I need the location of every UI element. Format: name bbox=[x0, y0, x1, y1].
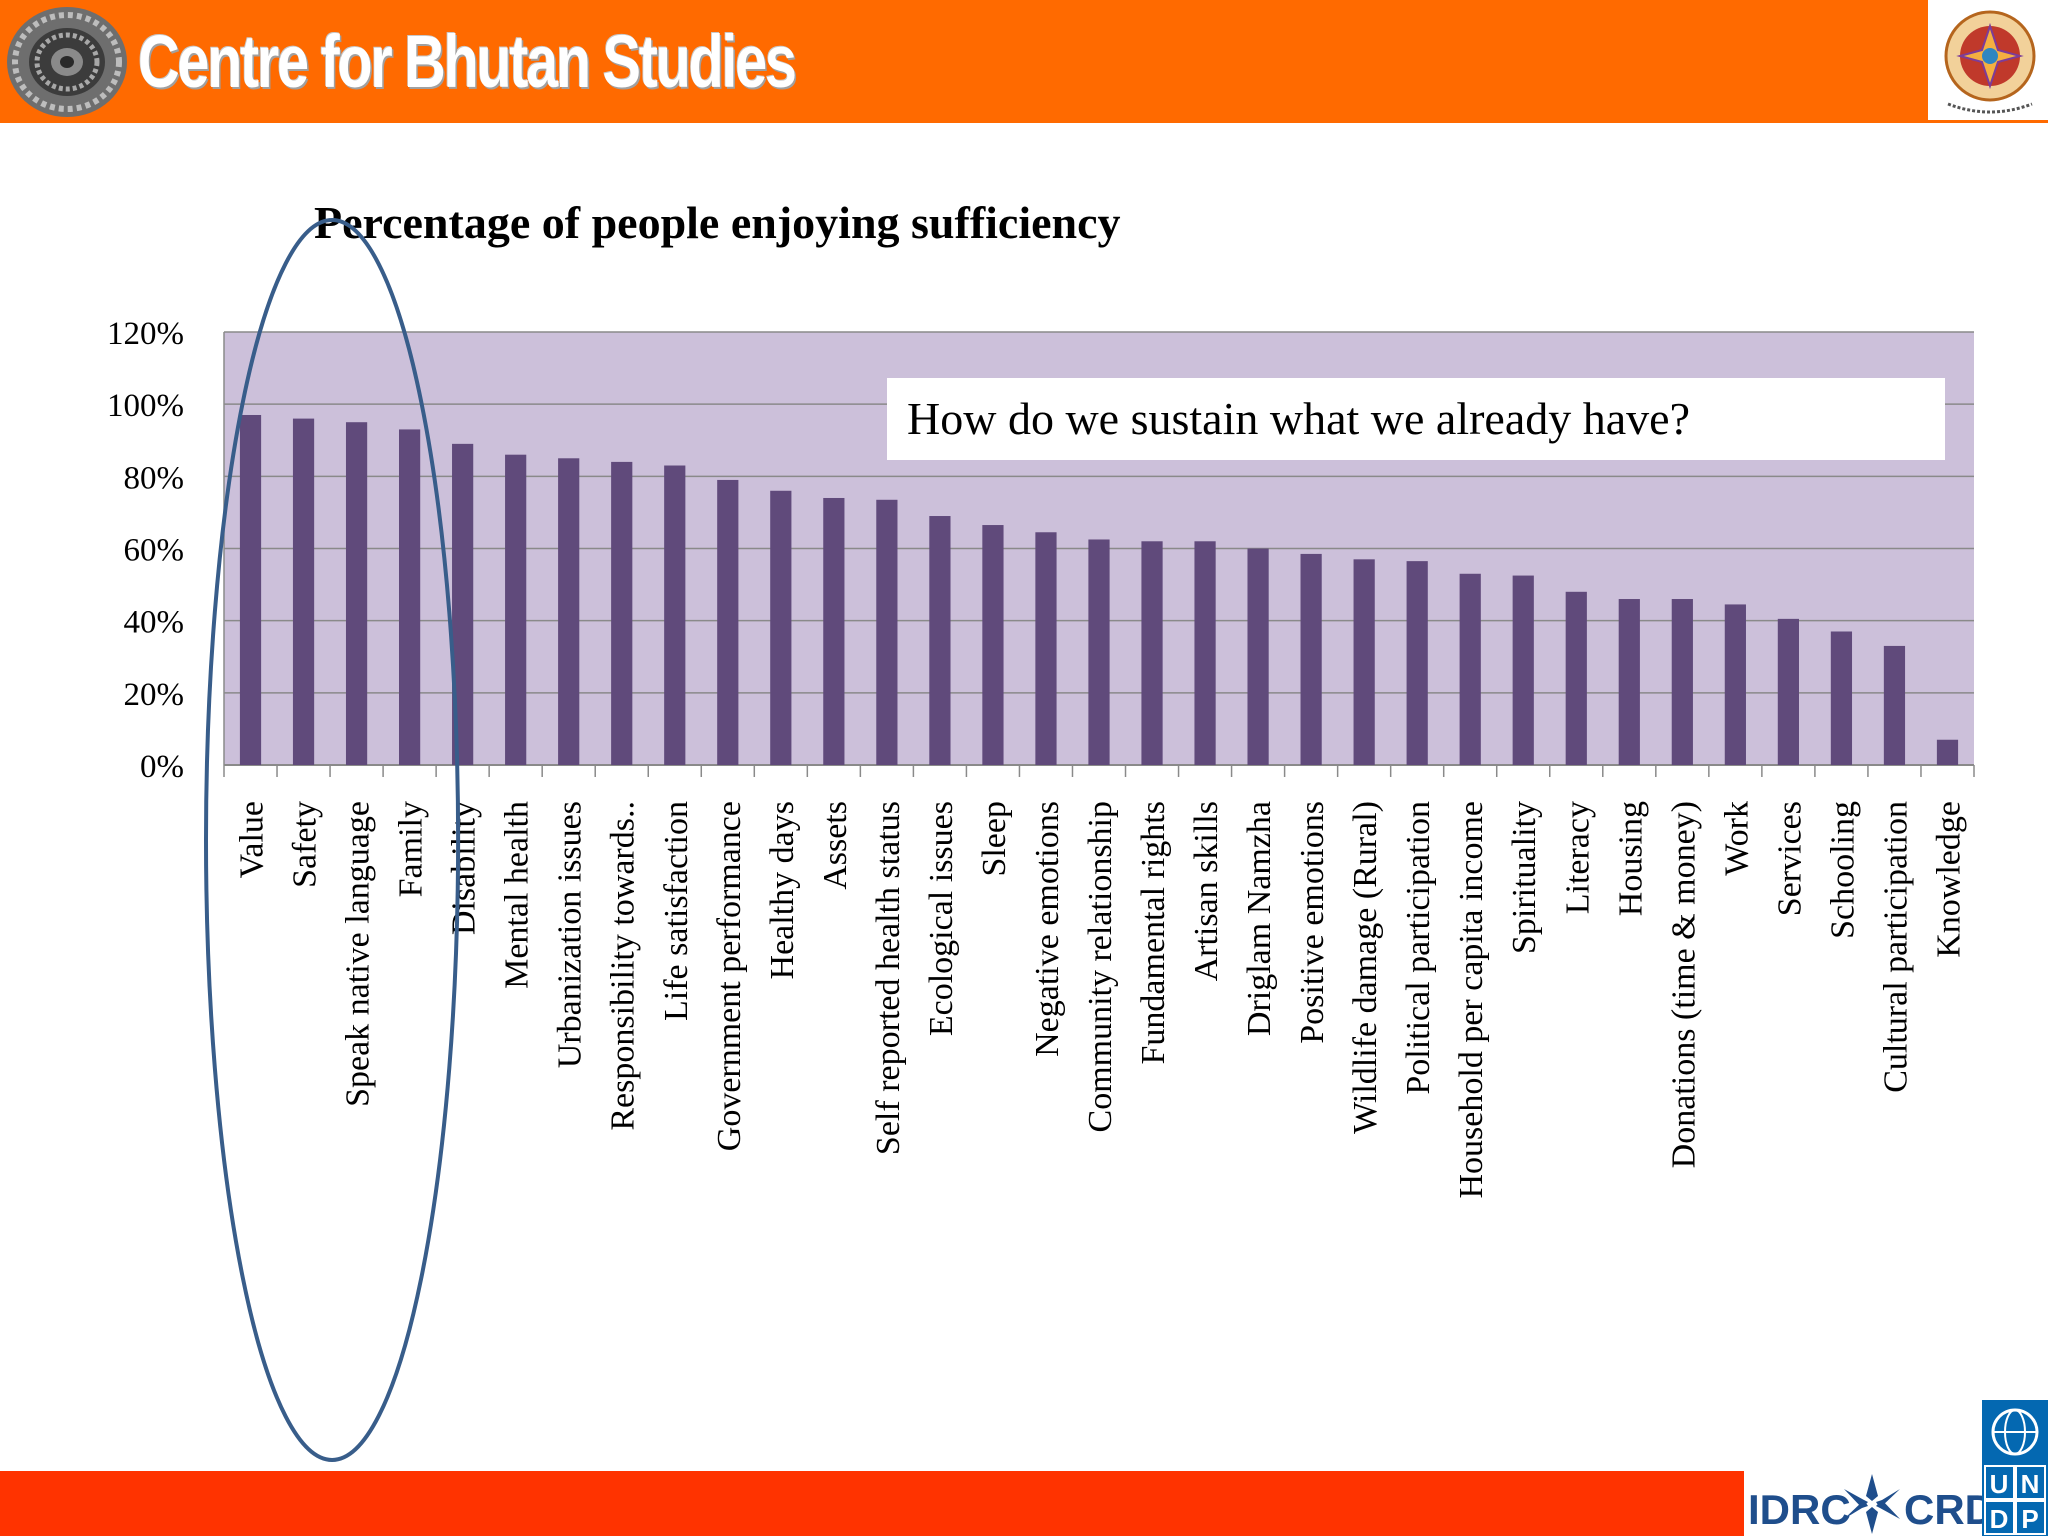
x-category-label: Urbanization issues bbox=[552, 801, 589, 1068]
highlight-ellipse bbox=[204, 218, 461, 1462]
x-category-label: Assets bbox=[817, 801, 854, 890]
idrc-text: IDRC bbox=[1748, 1486, 1851, 1533]
bar bbox=[505, 454, 527, 765]
bar bbox=[1936, 739, 1959, 765]
x-category-label: Services bbox=[1771, 801, 1808, 916]
annotation-text: How do we sustain what we already have? bbox=[907, 393, 1690, 444]
bar bbox=[239, 414, 262, 765]
x-category-label: Sleep bbox=[976, 801, 1013, 877]
bar bbox=[823, 497, 845, 765]
bar bbox=[1830, 631, 1853, 765]
x-category-label: Self reported health status bbox=[870, 801, 907, 1155]
x-category-label: Family bbox=[393, 801, 430, 897]
x-category-label: Life satisfaction bbox=[658, 801, 695, 1021]
bar bbox=[1724, 604, 1746, 765]
bar bbox=[1459, 573, 1481, 765]
bar bbox=[452, 443, 474, 765]
bar bbox=[1406, 561, 1428, 765]
bhutan-emblem-icon bbox=[1928, 0, 2048, 120]
bar bbox=[345, 422, 368, 765]
footer-bar bbox=[0, 1471, 2048, 1536]
x-category-label: Disability bbox=[446, 801, 483, 935]
bar bbox=[1300, 553, 1322, 765]
x-category-label: Value bbox=[234, 801, 271, 878]
y-tick-label: 0% bbox=[140, 749, 184, 785]
annotation-box bbox=[887, 378, 1945, 460]
undp-letter: P bbox=[2021, 1504, 2038, 1534]
x-category-label: Spirituality bbox=[1506, 801, 1543, 954]
x-category-label: Household per capita income bbox=[1453, 801, 1490, 1198]
x-category-label: Literacy bbox=[1559, 801, 1596, 914]
x-category-label: Government performance bbox=[711, 801, 748, 1151]
x-category-label: Work bbox=[1718, 801, 1755, 876]
x-category-label: Artisan skills bbox=[1188, 801, 1225, 981]
bar bbox=[1088, 539, 1110, 765]
header-title: Centre for Bhutan Studies bbox=[138, 20, 797, 103]
x-category-label: Fundamental rights bbox=[1135, 801, 1172, 1064]
bar bbox=[1883, 645, 1906, 765]
x-category-label: Responsibility towards.. bbox=[605, 801, 642, 1131]
y-tick-label: 80% bbox=[124, 460, 185, 496]
bar bbox=[1035, 532, 1057, 765]
x-category-label: Housing bbox=[1612, 801, 1649, 916]
bar bbox=[1618, 599, 1640, 765]
bar bbox=[1194, 541, 1216, 765]
header-bar: Centre for Bhutan Studies bbox=[0, 0, 2048, 123]
x-category-label: Knowledge bbox=[1930, 801, 1967, 958]
x-category-label: Cultural participation bbox=[1877, 801, 1914, 1093]
x-category-label: Schooling bbox=[1824, 801, 1861, 939]
x-category-label: Ecological issues bbox=[923, 801, 960, 1036]
bar bbox=[1247, 548, 1269, 765]
bar bbox=[929, 516, 951, 765]
bar bbox=[664, 465, 686, 765]
bar bbox=[292, 418, 315, 765]
bar bbox=[1141, 541, 1163, 765]
x-category-label: Wildlife damage (Rural) bbox=[1347, 801, 1384, 1134]
bar bbox=[1512, 575, 1534, 765]
bar bbox=[770, 490, 792, 765]
bar bbox=[399, 429, 421, 765]
bar bbox=[1353, 559, 1375, 765]
un-globe-icon bbox=[1991, 1408, 2039, 1456]
dharma-wheel-icon bbox=[7, 7, 127, 117]
x-category-label: Safety bbox=[287, 801, 324, 888]
bar-chart: 0% 20% 40% 60% 80% 100% 120% Value Safety Speak n… bbox=[107, 197, 1975, 1462]
bar bbox=[1671, 599, 1693, 765]
bar bbox=[1777, 618, 1799, 765]
x-category-label: Positive emotions bbox=[1294, 801, 1331, 1044]
y-tick-label: 40% bbox=[124, 605, 185, 641]
x-category-label: Mental health bbox=[499, 801, 536, 989]
x-category-label: Community relationship bbox=[1082, 801, 1119, 1132]
idrc-undp-logo: IDRC CRDI U N D P bbox=[1744, 1400, 2048, 1536]
undp-letter: N bbox=[2021, 1469, 2040, 1499]
y-tick-label: 100% bbox=[107, 388, 184, 424]
x-category-label: Donations (time & money) bbox=[1665, 801, 1702, 1168]
bar bbox=[558, 458, 580, 765]
bar bbox=[717, 479, 739, 765]
undp-letter: U bbox=[1990, 1469, 2009, 1499]
y-tick-label: 60% bbox=[124, 533, 185, 569]
y-tick-label: 120% bbox=[107, 316, 184, 352]
snowflake-icon bbox=[1844, 1474, 1900, 1534]
bar bbox=[982, 525, 1004, 765]
bar bbox=[1565, 591, 1587, 765]
chart-title: Percentage of people enjoying sufficienc… bbox=[314, 197, 1121, 248]
x-category-label: Driglam Namzha bbox=[1241, 801, 1278, 1036]
x-category-label: Negative emotions bbox=[1029, 801, 1066, 1057]
undp-letter: D bbox=[1990, 1504, 2009, 1534]
x-category-label: Speak native language bbox=[340, 801, 377, 1107]
x-category-label: Political participation bbox=[1400, 801, 1437, 1095]
y-tick-label: 20% bbox=[124, 677, 185, 713]
bar bbox=[876, 499, 898, 765]
bar bbox=[611, 461, 633, 765]
x-category-label: Healthy days bbox=[764, 801, 801, 979]
